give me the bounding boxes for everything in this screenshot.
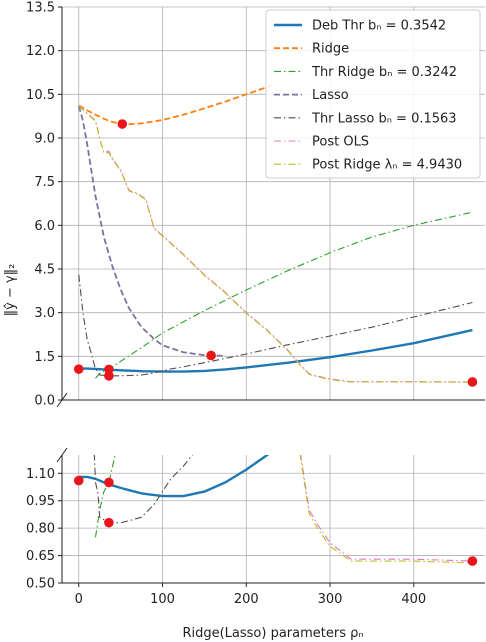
legend-label-1: Ridge bbox=[312, 42, 349, 57]
y-tick-label-bottom: 0.80 bbox=[26, 522, 55, 537]
highlight-point-top bbox=[117, 119, 128, 129]
y-tick-label-top: 4.5 bbox=[34, 263, 55, 278]
x-tick-label: 200 bbox=[234, 592, 259, 607]
legend-label-4: Thr Lasso bₙ = 0.1563 bbox=[311, 111, 457, 126]
markers-top-panel bbox=[73, 119, 478, 387]
series-line-top-0 bbox=[78, 328, 473, 373]
legend-box bbox=[265, 9, 481, 179]
x-tick-label: 0 bbox=[75, 592, 83, 607]
y-tick-label-top: 10.5 bbox=[26, 88, 55, 103]
y-tick-label-bottom: 0.50 bbox=[26, 577, 55, 592]
series-bottom-panel bbox=[78, 455, 473, 564]
highlight-point-bottom bbox=[73, 475, 84, 486]
tick-labels: 0.0 1.5 3.0 4.5 6.0 7.5 9.0 10.5 12.0 13.5 0.50 0.6… bbox=[26, 1, 426, 608]
series-line-top-3 bbox=[77, 105, 226, 357]
highlight-point-top bbox=[104, 371, 114, 381]
grid-bottom bbox=[62, 455, 485, 584]
series-line-bottom-5 bbox=[300, 455, 473, 562]
y-tick-label-top: 6.0 bbox=[34, 219, 55, 234]
x-tick-label: 300 bbox=[318, 592, 343, 607]
y-tick-label-top: 12.0 bbox=[26, 44, 55, 59]
markers-bottom-panel bbox=[73, 475, 478, 566]
series-line-top-2 bbox=[95, 211, 473, 379]
legend-label-3: Lasso bbox=[312, 88, 349, 103]
x-tick-label: 400 bbox=[401, 592, 426, 607]
y-tick-label-top: 1.5 bbox=[34, 350, 55, 365]
highlight-point-bottom bbox=[104, 517, 114, 528]
series-line-bottom-2 bbox=[94, 455, 116, 538]
grid-top bbox=[62, 6, 485, 401]
legend-label-6: Post Ridge λₙ = 4.9430 bbox=[312, 158, 462, 173]
legend-label-2: Thr Ridge bₙ = 0.3242 bbox=[311, 65, 457, 80]
axis-break-mark-bottom bbox=[56, 447, 68, 463]
y-tick-label-bottom: 0.65 bbox=[26, 549, 55, 564]
highlight-point-top bbox=[73, 364, 84, 374]
y-tick-label-top: 13.5 bbox=[26, 1, 55, 16]
highlight-point-top bbox=[206, 350, 216, 361]
y-tick-label-bottom: 1.10 bbox=[26, 467, 55, 482]
x-axis-label: Ridge(Lasso) parameters ρₙ bbox=[182, 626, 363, 641]
series-top-panel bbox=[77, 84, 473, 383]
x-tick-label: 100 bbox=[150, 592, 175, 607]
legend-label-0: Deb Thr bₙ = 0.3542 bbox=[312, 19, 446, 34]
highlight-point-bottom bbox=[104, 477, 114, 488]
highlight-point-top bbox=[467, 377, 478, 387]
y-tick-label-top: 0.0 bbox=[34, 394, 55, 409]
series-line-bottom-6 bbox=[299, 455, 473, 564]
legend-label-5: Post OLS bbox=[312, 135, 369, 150]
series-line-top-4 bbox=[78, 274, 473, 377]
legend: Deb Thr bₙ = 0.3542 Ridge Thr Ridge bₙ = 0… bbox=[265, 9, 481, 179]
y-tick-label-top: 9.0 bbox=[34, 132, 55, 147]
series-line-top-6 bbox=[78, 105, 473, 383]
y-tick-label-top: 7.5 bbox=[34, 175, 55, 190]
series-line-bottom-0 bbox=[78, 455, 270, 498]
y-tick-label-bottom: 0.95 bbox=[26, 494, 55, 509]
y-tick-label-top: 3.0 bbox=[34, 306, 55, 321]
y-axis-label: ‖ŷ − γ‖₂ bbox=[3, 264, 18, 317]
series-line-top-1 bbox=[78, 84, 272, 126]
series-line-bottom-4 bbox=[93, 455, 194, 524]
axes bbox=[56, 7, 485, 584]
highlight-point-bottom bbox=[467, 556, 478, 566]
